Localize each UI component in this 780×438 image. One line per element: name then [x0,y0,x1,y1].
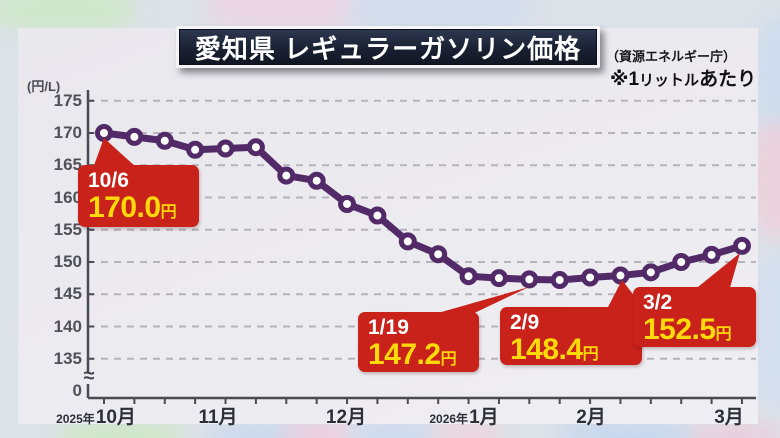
data-point-marker [459,267,478,286]
source-note: （資源エネルギー庁） [606,49,737,64]
month-label-10月: 2025年 10月 [56,402,136,429]
callout-jan19-date: 1/19 [368,316,409,339]
callout-feb9-value: 148.4円 [510,333,599,366]
y-tick-label-165: 165 [53,155,82,175]
month-text: 1月 [469,407,499,428]
callout-feb9: 2/9 148.4円 [500,307,642,365]
bg-blob-bottom5 [428,420,503,438]
data-point-marker [186,140,205,159]
y-tick-label-160: 160 [53,187,82,207]
callout-mar2-date: 3/2 [643,291,673,314]
data-point-marker [95,124,113,142]
y-tick-label-140: 140 [53,316,82,336]
callout-tail-0 [93,138,137,168]
callout-tail-3 [693,253,740,291]
callout-tail-1 [424,287,529,317]
y-tick-label-150: 150 [53,252,82,271]
yen-unit: 円 [160,204,177,221]
y-tick-label-170: 170 [53,123,82,142]
data-point-marker [368,206,387,225]
callout-mar2: 3/2 152.5円 [633,287,756,347]
month-text: 2月 [576,407,606,428]
data-point-marker [581,268,600,287]
callout-oct6-date: 10/6 [88,169,129,192]
data-point-marker [550,271,569,290]
callout-oct6-value: 170.0円 [88,191,177,224]
month-text: 12月 [325,407,367,428]
bg-blob-bottom7 [688,420,780,438]
data-point-marker [489,269,508,288]
month-label-3月: 3月 [714,402,744,429]
y-axis-unit-label: (円/L) [27,79,61,94]
month-label-1月: 2026年 1月 [429,402,498,429]
data-point-marker [216,139,235,158]
title-bar: 愛知県 レギュラーガソリン価格 [176,26,600,68]
data-point-marker [398,232,417,251]
y-tick-label-175: 175 [53,90,82,110]
callout-jan19-value: 147.2円 [368,338,457,371]
y-origin-label: 0 [72,381,82,400]
month-text: 3月 [714,407,744,428]
yen-unit: 円 [440,351,457,368]
data-point-marker [125,127,144,146]
month-text: 10月 [95,407,136,428]
data-point-marker [641,263,660,282]
y-tick-label-135: 135 [53,348,82,368]
unit-note-part1: ※1 [610,69,640,90]
callout-mar2-value: 152.5円 [643,313,732,346]
callout-oct6: 10/6 170.0円 [78,165,199,227]
data-point-marker [611,266,630,285]
unit-note-part2: リットル [639,72,700,89]
year-prefix: 2026年 [429,412,469,426]
data-point-marker [155,131,174,150]
callout-jan19: 1/19 147.2円 [358,312,479,372]
yen-unit: 円 [582,346,599,363]
data-point-marker [338,194,357,213]
data-point-marker [307,171,326,190]
page-title: 愛知県 レギュラーガソリン価格 [194,33,582,64]
axis-break-symbol: ≈ [83,365,95,387]
data-point-marker [277,166,296,185]
data-point-marker [732,236,751,255]
yen-unit: 円 [715,326,732,343]
data-point-marker [429,245,448,264]
price-line [100,129,746,284]
year-prefix: 2025年 [56,412,95,426]
month-label-11月: 11月 [198,402,237,429]
y-tick-label-155: 155 [53,219,82,239]
data-point-marker [520,270,539,289]
data-point-marker [246,138,265,157]
y-tick-label-145: 145 [53,284,82,304]
unit-note: ※1リットルあたり [610,64,756,91]
unit-note-part3: あたり [699,69,757,90]
month-label-2月: 2月 [576,402,606,429]
bg-blob-bottom4 [350,420,445,438]
callout-feb9-date: 2/9 [510,311,540,334]
data-point-marker [702,245,721,264]
month-label-12月: 12月 [326,402,366,429]
data-point-marker [672,253,691,271]
month-text: 11月 [198,407,238,428]
